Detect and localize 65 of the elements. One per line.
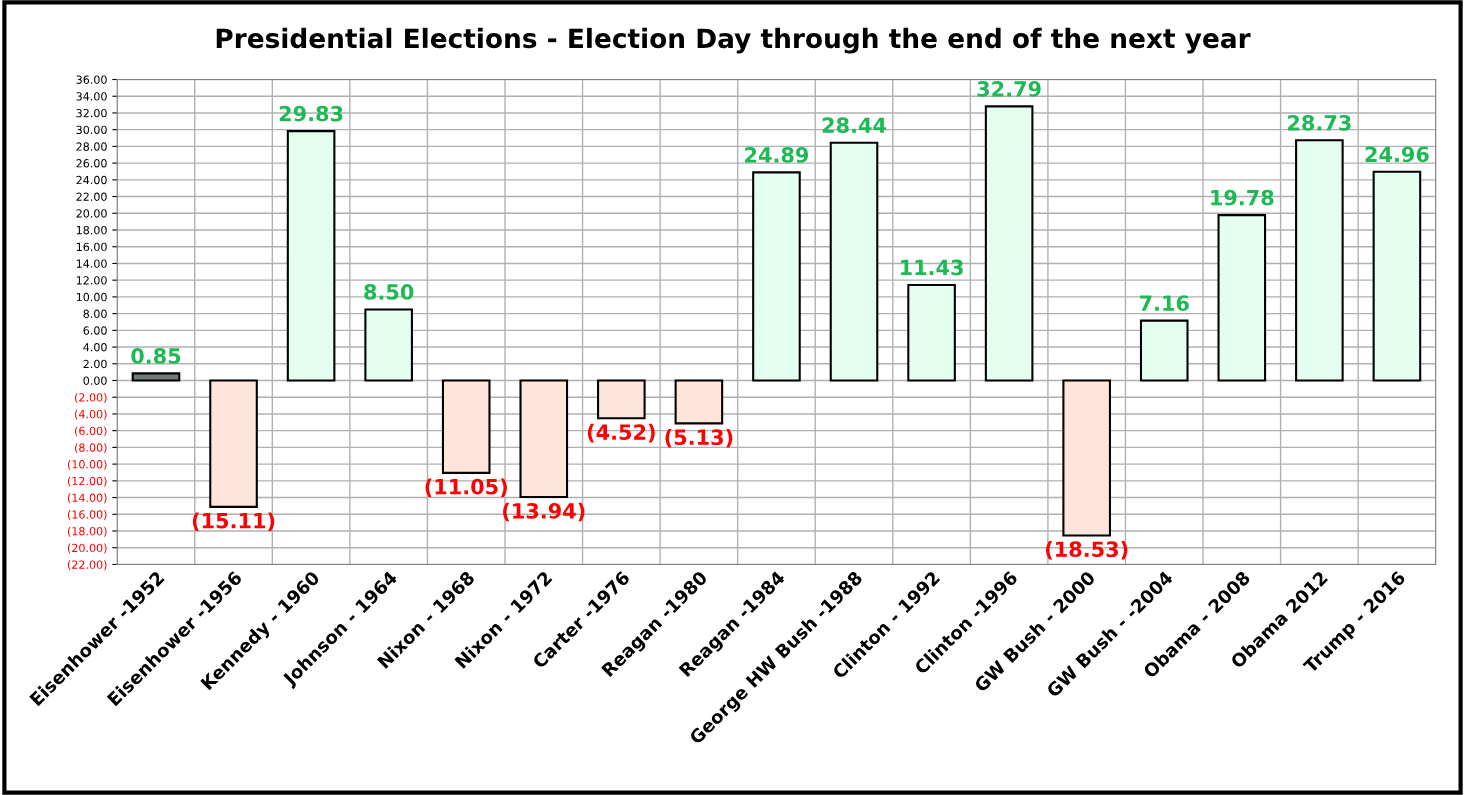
bar (984, 105, 1034, 382)
y-tick-label: 36.00 (76, 75, 107, 84)
bar (597, 379, 646, 420)
bar (674, 379, 724, 425)
data-label: (11.05) (425, 478, 507, 498)
data-label: (15.11) (192, 512, 275, 531)
data-label: (4.52) (587, 423, 655, 443)
data-label: 28.73 (1288, 114, 1351, 131)
y-tick-label: 0.00 (83, 376, 107, 385)
y-tick-label: 20.00 (76, 209, 107, 218)
bar (441, 379, 491, 474)
bar (752, 171, 801, 382)
y-tick-label: 28.00 (76, 142, 107, 151)
y-tick-label: (18.00) (67, 526, 107, 537)
y-tick-label: (20.00) (67, 543, 107, 554)
data-label: 24.96 (1365, 146, 1429, 163)
bar (1372, 170, 1422, 382)
y-tick-label: 24.00 (76, 175, 107, 185)
y-tick-label: (6.00) (75, 426, 107, 437)
y-tick-label: 22.00 (76, 192, 107, 201)
bar (1295, 139, 1344, 382)
data-label: 32.79 (977, 80, 1041, 97)
y-tick-label: 26.00 (76, 159, 107, 168)
y-tick-label: 34.00 (76, 92, 107, 101)
y-tick-label: 18.00 (76, 225, 107, 235)
y-tick-label: 30.00 (76, 125, 107, 135)
bar (907, 283, 956, 382)
y-tick-label: 2.00 (83, 359, 107, 369)
y-tick-label: 14.00 (76, 259, 107, 268)
bar (364, 308, 413, 382)
bar (209, 379, 258, 508)
y-tick-label: 8.00 (83, 309, 107, 318)
data-label: (5.13) (665, 428, 733, 448)
y-tick-label: (4.00) (75, 409, 107, 420)
y-tick-label: 32.00 (76, 108, 107, 118)
bar (829, 141, 879, 382)
bar (1062, 379, 1111, 537)
y-tick-label: (2.00) (75, 393, 107, 403)
y-tick-label: 6.00 (83, 326, 107, 335)
bar (1139, 319, 1189, 382)
data-label: (13.94) (503, 502, 585, 522)
bar (519, 379, 569, 499)
data-label: 24.89 (745, 147, 809, 163)
bar (1217, 214, 1267, 382)
data-label: 7.16 (1139, 295, 1189, 312)
y-tick-label: 4.00 (83, 343, 107, 352)
data-label: (18.53) (1046, 541, 1128, 560)
y-tick-label: (16.00) (67, 510, 107, 520)
chart-title: Presidential Elections - Election Day through the end of the next year (216, 27, 1251, 54)
data-label: 11.43 (900, 259, 963, 276)
data-label: 29.83 (279, 105, 343, 122)
bar (286, 130, 336, 382)
data-label: 8.50 (364, 284, 414, 300)
y-tick-label: 16.00 (76, 242, 107, 252)
y-tick-label: 10.00 (76, 292, 107, 302)
data-label: 28.44 (822, 117, 886, 134)
bar (131, 372, 181, 382)
y-tick-label: (14.00) (67, 493, 107, 504)
y-tick-label: (12.00) (67, 476, 107, 487)
data-label: 0.85 (131, 348, 181, 364)
y-tick-label: (8.00) (75, 443, 107, 454)
y-tick-label: (22.00) (67, 560, 107, 571)
data-label: 19.78 (1211, 189, 1274, 206)
y-tick-label: 12.00 (76, 276, 107, 285)
y-tick-label: (10.00) (67, 459, 107, 470)
